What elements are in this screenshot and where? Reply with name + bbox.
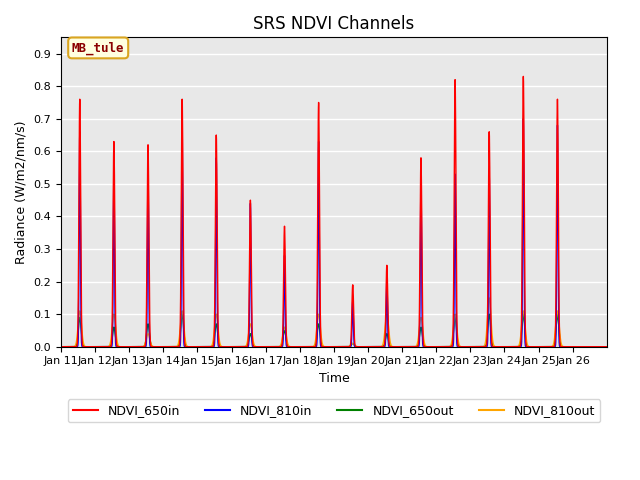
NDVI_650in: [603, 344, 611, 349]
NDVI_810in: [520, 124, 527, 130]
NDVI_810out: [452, 314, 460, 320]
NDVI_810in: [57, 344, 65, 349]
NDVI_810in: [577, 344, 585, 349]
Y-axis label: Radiance (W/m2/nm/s): Radiance (W/m2/nm/s): [15, 120, 28, 264]
Title: SRS NDVI Channels: SRS NDVI Channels: [253, 15, 415, 33]
NDVI_810out: [603, 344, 611, 349]
NDVI_810out: [169, 344, 177, 349]
NDVI_650out: [452, 320, 460, 325]
NDVI_810out: [57, 344, 65, 349]
NDVI_810in: [169, 344, 177, 349]
NDVI_650out: [169, 344, 177, 349]
NDVI_650out: [179, 311, 186, 317]
NDVI_650in: [452, 150, 460, 156]
NDVI_810in: [404, 344, 412, 349]
NDVI_650in: [57, 344, 65, 349]
NDVI_650in: [520, 73, 527, 79]
NDVI_810out: [487, 311, 495, 317]
NDVI_650out: [520, 312, 527, 317]
NDVI_810in: [603, 344, 611, 349]
NDVI_650in: [587, 344, 595, 349]
NDVI_810in: [520, 116, 527, 121]
NDVI_810in: [487, 329, 495, 335]
NDVI_810out: [597, 344, 605, 349]
NDVI_810in: [597, 344, 605, 349]
NDVI_810out: [520, 308, 527, 314]
NDVI_650in: [520, 79, 527, 84]
NDVI_650in: [597, 344, 605, 349]
Legend: NDVI_650in, NDVI_810in, NDVI_650out, NDVI_810out: NDVI_650in, NDVI_810in, NDVI_650out, NDV…: [68, 399, 600, 422]
Line: NDVI_650out: NDVI_650out: [61, 314, 607, 347]
Line: NDVI_650in: NDVI_650in: [61, 76, 607, 347]
NDVI_810in: [452, 251, 460, 256]
X-axis label: Time: Time: [319, 372, 349, 385]
NDVI_650in: [404, 344, 412, 349]
NDVI_650out: [603, 344, 611, 349]
NDVI_810out: [485, 295, 493, 301]
Line: NDVI_810in: NDVI_810in: [61, 119, 607, 347]
NDVI_810out: [404, 344, 412, 349]
NDVI_650out: [404, 344, 412, 349]
NDVI_650in: [487, 284, 495, 290]
NDVI_650out: [597, 344, 605, 349]
NDVI_650out: [487, 326, 495, 332]
Line: NDVI_810out: NDVI_810out: [61, 298, 607, 347]
NDVI_650in: [169, 344, 177, 349]
NDVI_650out: [57, 344, 65, 349]
Text: MB_tule: MB_tule: [72, 41, 124, 55]
